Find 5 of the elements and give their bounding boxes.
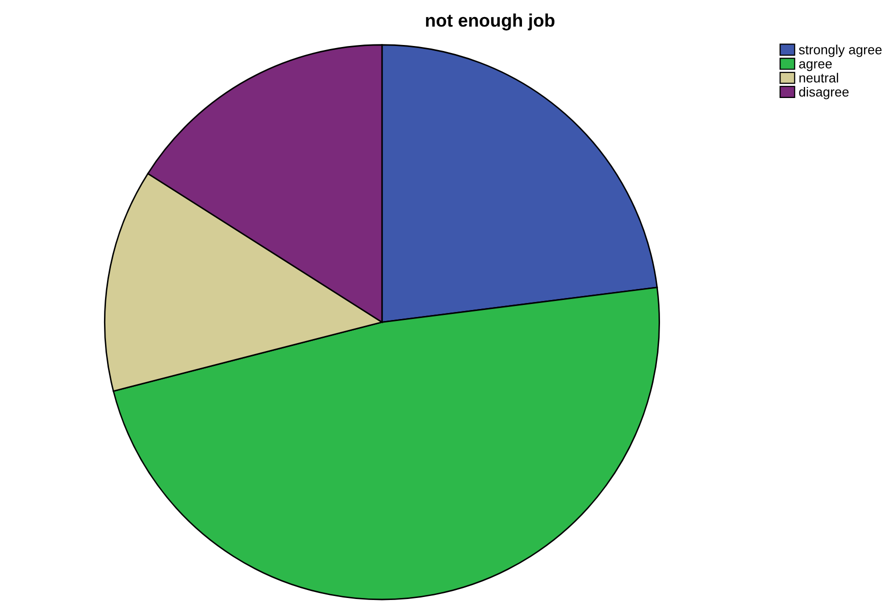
chart-title: not enough job — [426, 14, 554, 30]
legend-label: neutral — [799, 72, 838, 83]
legend-label: agree — [799, 61, 832, 72]
legend-label: disagree — [799, 86, 849, 100]
legend-label: strongly agree — [798, 44, 882, 57]
